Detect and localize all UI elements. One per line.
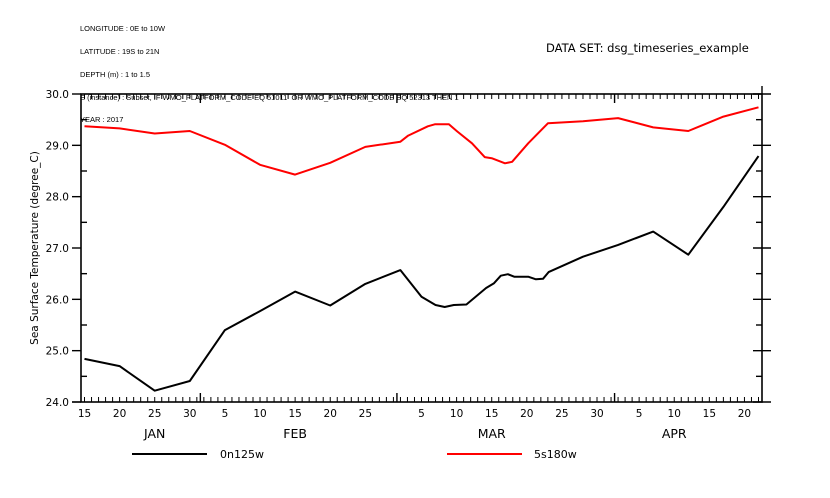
month-label: MAR [478,426,506,441]
x-tick-label: 5 [418,408,425,420]
dataset-title: DATA SET: dsg_timeseries_example [546,41,749,55]
series-line-0n125w [84,155,760,392]
x-tick-label: 5 [636,408,643,420]
y-tick-label: 26.0 [46,294,69,306]
x-tick-label: 15 [78,408,91,420]
x-tick-label: 20 [738,408,751,420]
x-tick-label: 30 [590,408,603,420]
month-label: APR [662,426,687,441]
x-tick-label: 5 [222,408,229,420]
x-tick-label: 30 [183,408,196,420]
meta-year: YEAR : 2017 [80,115,124,125]
meta-longitude: LONGITUDE : 0E to 10W [80,24,166,34]
y-tick-label: 29.0 [46,140,69,152]
x-tick-label: 15 [485,408,498,420]
x-tick-label: 10 [450,408,463,420]
y-tick-label: 24.0 [46,397,69,409]
y-tick-label: 25.0 [46,346,69,358]
series-line-5s180w [84,106,759,176]
x-tick-label: 25 [555,408,568,420]
x-tick-label: 20 [113,408,126,420]
month-label: JAN [143,426,165,441]
legend-label-0n125w: 0n125w [220,448,264,461]
x-tick-label: 10 [668,408,681,420]
x-tick-label: 20 [324,408,337,420]
y-tick-label: 28.0 [46,192,69,204]
x-tick-label: 10 [253,408,266,420]
plot-frame [80,93,763,403]
meta-depth: DEPTH (m) : 1 to 1.5 [80,69,151,79]
y-axis-label: Sea Surface Temperature (degree_C) [29,151,41,345]
meta-latitude: LATITUDE : 19S to 21N [80,46,160,56]
legend-label-5s180w: 5s180w [534,448,577,461]
x-tick-label: 20 [520,408,533,420]
x-tick-label: 25 [148,408,161,420]
y-tick-label: 27.0 [46,243,69,255]
x-tick-label: 25 [359,408,372,420]
x-tick-label: 15 [703,408,716,420]
dataset-metadata: LONGITUDE : 0E to 10W LATITUDE : 19S to … [80,10,459,132]
month-label: FEB [283,426,307,441]
y-tick-label: 30.0 [46,89,69,101]
x-tick-label: 15 [288,408,301,420]
